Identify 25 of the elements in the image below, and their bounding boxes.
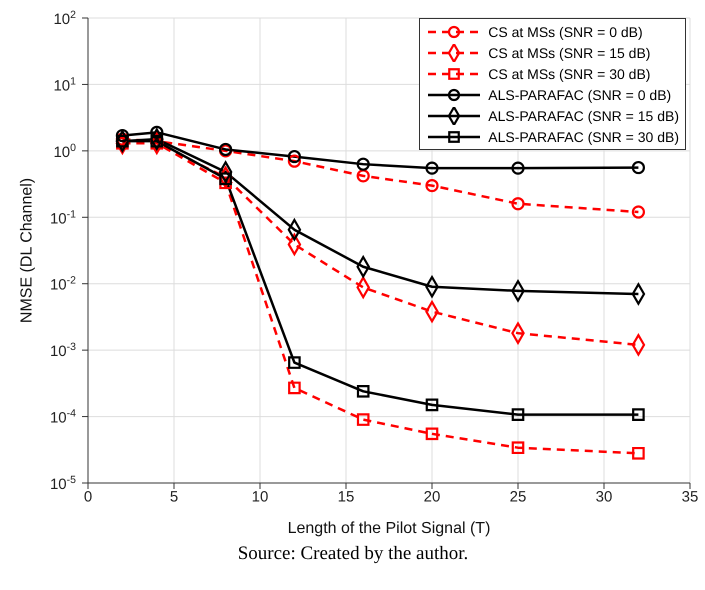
- y-tick-label: 10$^{1}$: [53, 75, 76, 94]
- x-tick-label: 15: [338, 488, 354, 506]
- y-axis-title: NMSE (DL Channel): [18, 178, 36, 324]
- legend-label: ALS-PARAFAC (SNR = 0 dB): [488, 86, 672, 102]
- y-tick-label: 10$^{-3}$: [50, 341, 76, 360]
- x-tick-label: 25: [510, 488, 526, 506]
- y-tick-label: 10$^{2}$: [53, 9, 76, 28]
- x-tick-label: 5: [170, 488, 178, 506]
- x-tick-label: 35: [682, 488, 698, 506]
- legend-label: ALS-PARAFAC (SNR = 30 dB): [488, 128, 679, 144]
- y-tick-label: 10$^{0}$: [53, 142, 76, 161]
- x-tick-label: 10: [252, 488, 268, 506]
- x-axis-title: Length of the Pilot Signal (T): [288, 520, 490, 537]
- x-tick-label: 20: [424, 488, 440, 506]
- legend-label: ALS-PARAFAC (SNR = 15 dB): [488, 108, 679, 124]
- x-tick-label: 30: [596, 488, 612, 506]
- legend-label: CS at MSs (SNR = 0 dB): [488, 24, 643, 40]
- y-tick-label: 10$^{-1}$: [50, 208, 76, 228]
- source-note: Source: Created by the author.: [236, 543, 470, 565]
- y-tick-label: 10$^{-2}$: [50, 274, 76, 294]
- legend-label: CS at MSs (SNR = 30 dB): [488, 66, 650, 82]
- x-tick-label: 0: [84, 488, 92, 506]
- y-tick-label: 10$^{-5}$: [50, 474, 76, 493]
- legend-label: CS at MSs (SNR = 15 dB): [488, 44, 650, 60]
- y-tick-label: 10$^{-4}$: [50, 408, 76, 427]
